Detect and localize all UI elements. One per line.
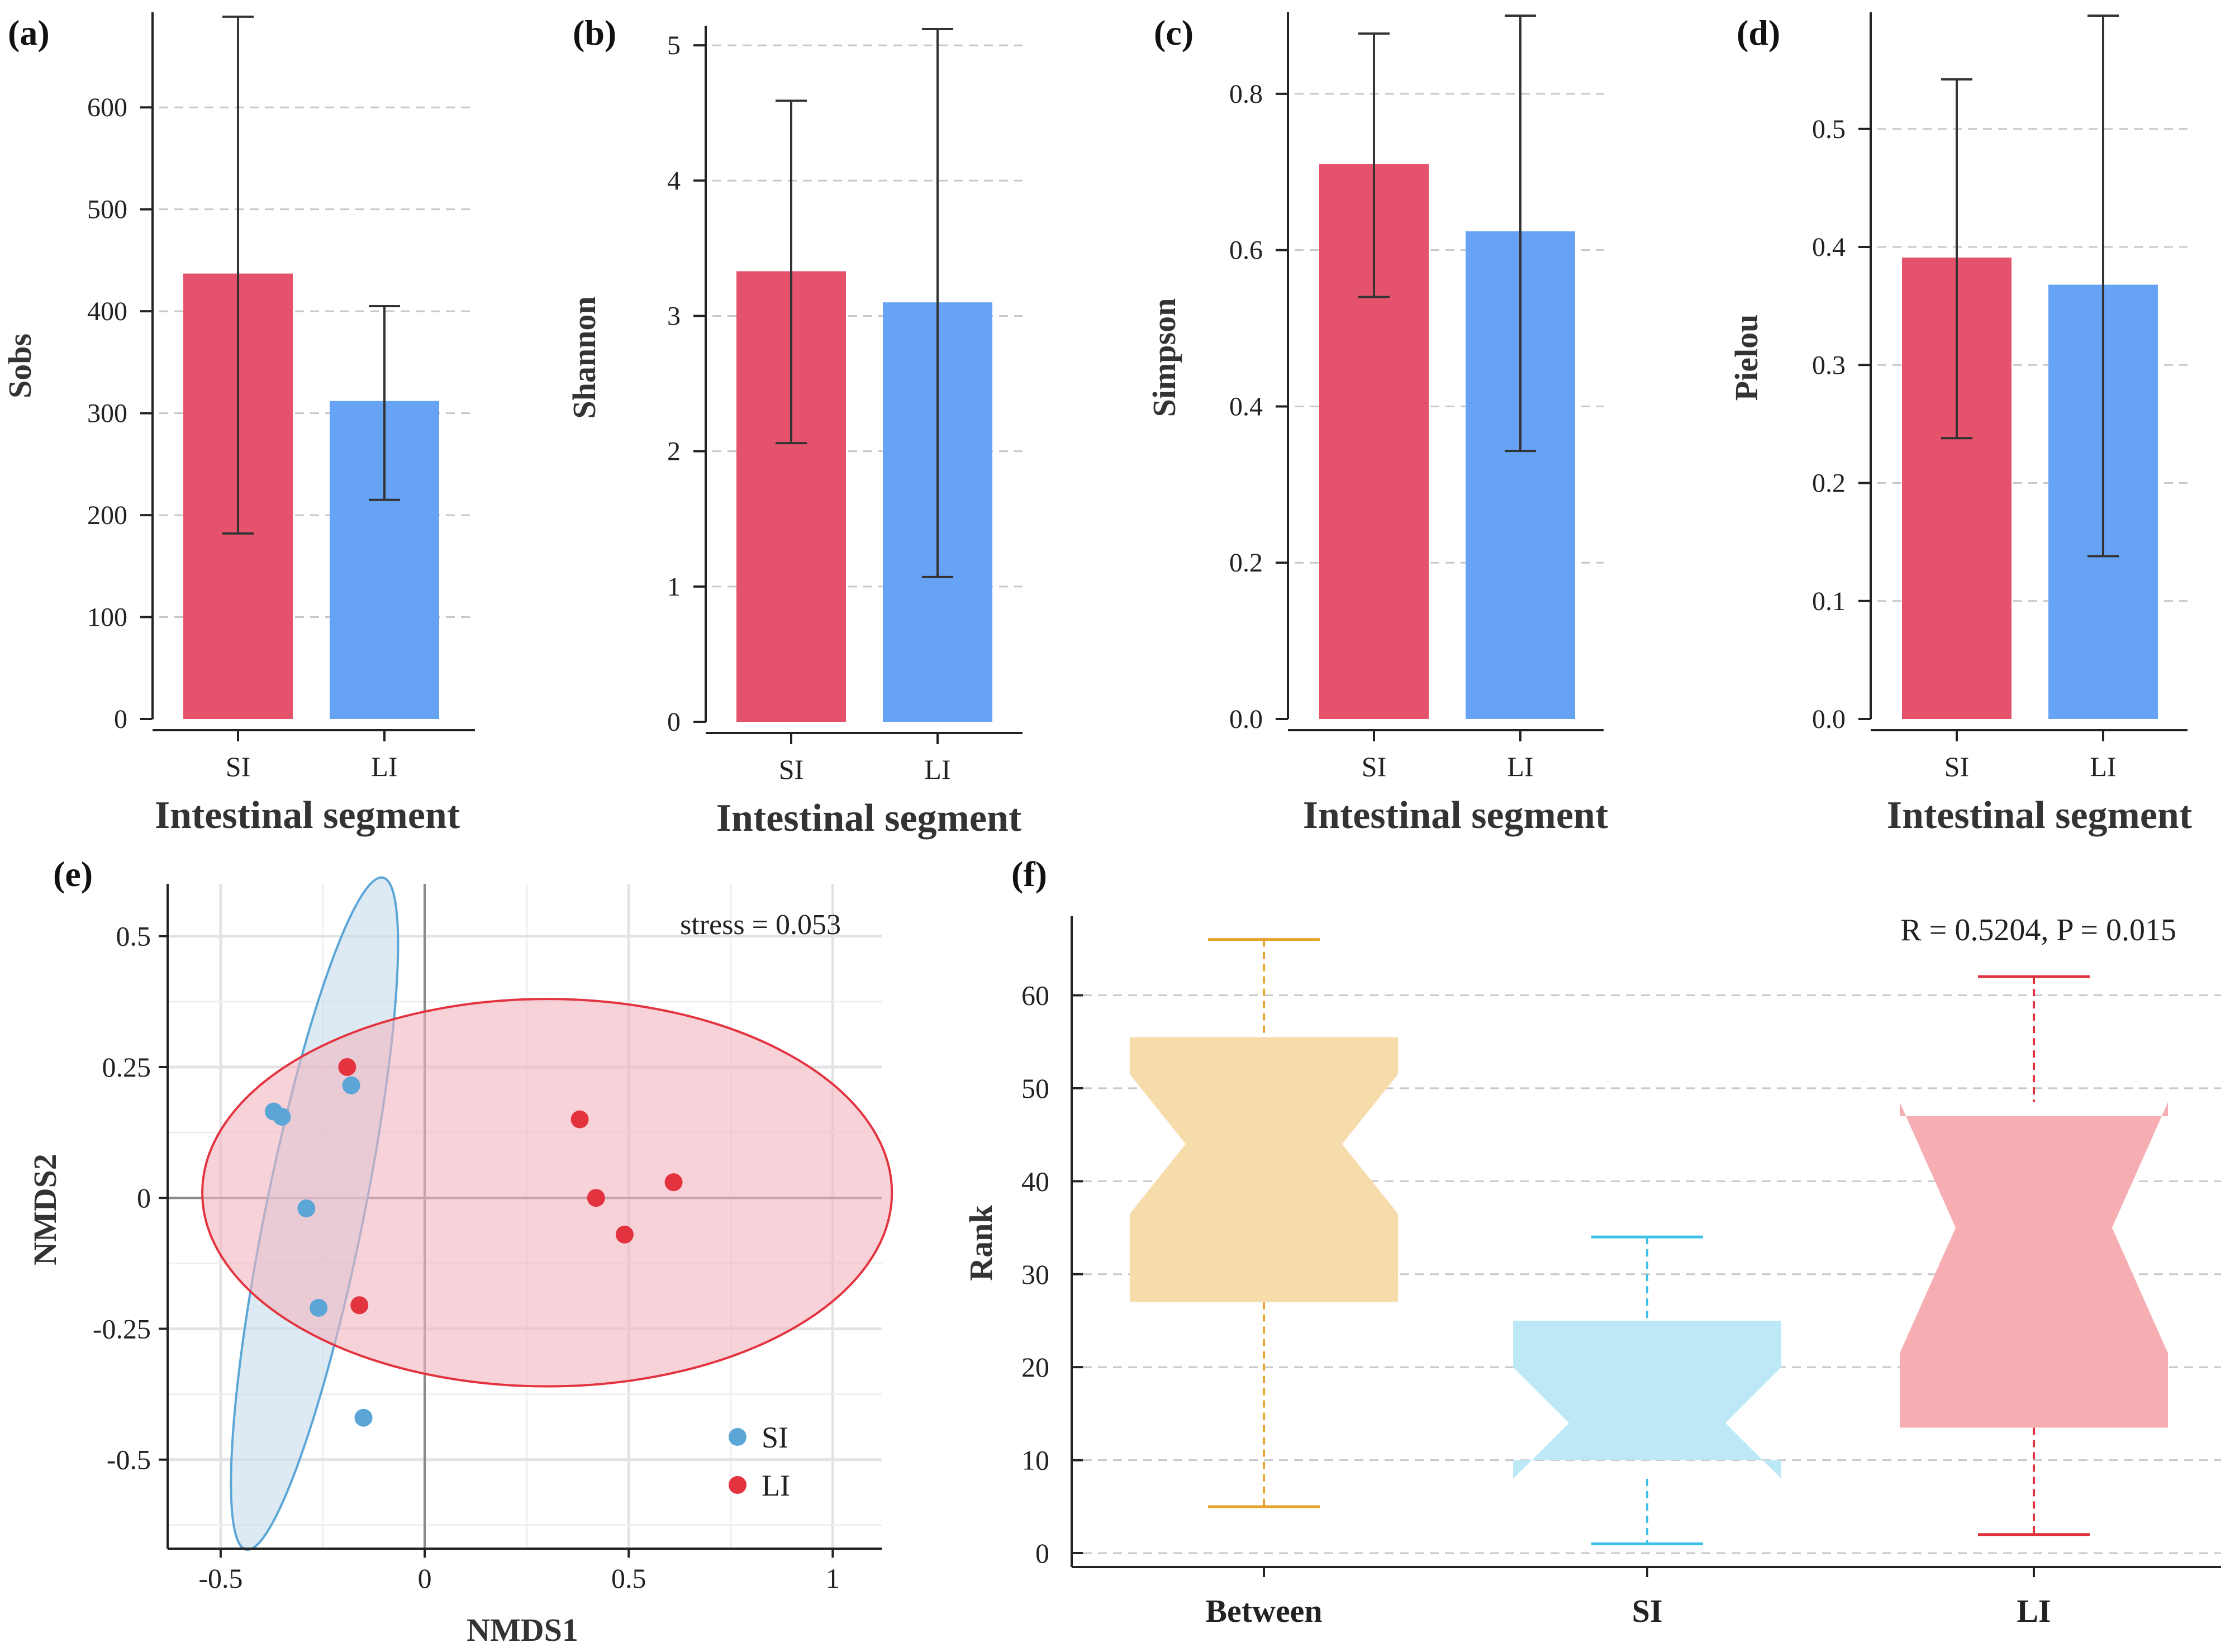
panel-a-sobs-chart: 0 100 200 300 400 500 600 SI LI Intestinal segmen… xyxy=(2,12,475,837)
y-tick-label-d-1: 0.1 xyxy=(1812,587,1846,616)
y-axis-title-d: Pielou xyxy=(1728,315,1765,401)
panel-e-nmds-chart: -0.5 0 0.5 1 -0.5 -0.25 0 0.25 0.5 NMDS1 NMDS2 stre… xyxy=(27,876,893,1648)
panel-f-anosim-chart: 0 10 20 30 40 50 60 Between SI LI Rank R = 0.5204, … xyxy=(963,913,2221,1629)
panel-label-a: (a) xyxy=(8,13,50,53)
x-tick-label-e-1: 0 xyxy=(418,1563,432,1594)
y-tick-label-e-2: 0 xyxy=(137,1182,151,1213)
point-SI-5 xyxy=(354,1408,373,1427)
x-tick-label-e-3: 1 xyxy=(826,1563,840,1594)
y-tick-label-b-5: 5 xyxy=(667,31,681,60)
y-tick-label-b-0: 0 xyxy=(667,707,681,737)
y-tick-label-f-5: 50 xyxy=(1021,1073,1049,1104)
x-tick-label-a-SI: SI xyxy=(226,751,250,782)
x-tick-label-f-SI: SI xyxy=(1632,1593,1663,1629)
y-tick-label-d-3: 0.3 xyxy=(1812,350,1846,380)
y-tick-label-e-0: -0.5 xyxy=(107,1444,151,1475)
panel-label-b: (b) xyxy=(573,13,616,53)
y-tick-label-a-0: 0 xyxy=(114,704,127,734)
y-tick-label-d-5: 0.5 xyxy=(1812,115,1846,144)
legend-marker-LI xyxy=(729,1476,746,1494)
x-tick-label-e-0: -0.5 xyxy=(198,1563,242,1594)
point-LI-5 xyxy=(350,1296,369,1315)
x-axis-title-e: NMDS1 xyxy=(467,1612,578,1648)
box-LI xyxy=(1900,1102,2168,1428)
y-tick-label-a-3: 300 xyxy=(87,399,127,429)
x-tick-label-e-2: 0.5 xyxy=(611,1563,646,1594)
y-tick-label-a-1: 100 xyxy=(87,603,127,632)
x-tick-label-b-LI: LI xyxy=(924,754,950,785)
point-SI-1 xyxy=(273,1107,291,1126)
point-LI-3 xyxy=(664,1173,683,1192)
x-tick-label-a-LI: LI xyxy=(371,751,397,782)
ellipse-LI xyxy=(201,998,893,1388)
point-LI-0 xyxy=(338,1058,356,1076)
x-tick-label-d-SI: SI xyxy=(1944,751,1969,782)
panel-b-shannon-chart: 0 1 2 3 4 5 SI LI Intestinal segment Shannon xyxy=(566,26,1023,840)
y-tick-label-d-0: 0.0 xyxy=(1812,704,1846,734)
x-tick-label-b-SI: SI xyxy=(779,754,803,785)
y-tick-label-f-0: 0 xyxy=(1035,1537,1049,1569)
x-tick-label-d-LI: LI xyxy=(2090,751,2116,782)
panel-label-d: (d) xyxy=(1737,13,1780,53)
box-SI xyxy=(1513,1320,1781,1479)
panel-d-pielou-chart: 0.0 0.1 0.2 0.3 0.4 0.5 SI LI Intestinal segment… xyxy=(1728,12,2192,837)
y-tick-label-f-6: 60 xyxy=(1021,979,1049,1011)
y-tick-label-b-4: 4 xyxy=(667,166,681,196)
panel-label-f: (f) xyxy=(1011,854,1047,894)
y-axis-title-e: NMDS2 xyxy=(27,1154,63,1265)
box-Between xyxy=(1130,1037,1398,1302)
y-tick-label-a-2: 200 xyxy=(87,501,127,530)
y-tick-label-d-4: 0.4 xyxy=(1812,232,1846,262)
x-tick-label-f-Between: Between xyxy=(1205,1593,1322,1629)
y-tick-label-f-3: 30 xyxy=(1021,1259,1049,1290)
point-LI-1 xyxy=(570,1110,589,1129)
y-tick-label-d-2: 0.2 xyxy=(1812,469,1846,498)
x-axis-title-b: Intestinal segment xyxy=(716,797,1021,840)
y-axis-title-c: Simpson xyxy=(1146,298,1182,417)
y-tick-label-c-2: 0.4 xyxy=(1229,392,1263,421)
anosim-annotation: R = 0.5204, P = 0.015 xyxy=(1900,913,2176,948)
y-axis-title-b: Shannon xyxy=(566,296,602,418)
y-tick-label-a-5: 500 xyxy=(87,195,127,225)
y-tick-label-c-3: 0.6 xyxy=(1229,236,1263,265)
x-tick-label-f-LI: LI xyxy=(2017,1593,2051,1629)
y-tick-label-a-4: 400 xyxy=(87,297,127,326)
y-tick-label-c-1: 0.2 xyxy=(1229,548,1263,578)
stress-annotation: stress = 0.053 xyxy=(680,909,841,941)
point-SI-4 xyxy=(310,1298,328,1317)
panel-label-c: (c) xyxy=(1154,13,1193,53)
x-axis-title-c: Intestinal segment xyxy=(1303,794,1608,837)
y-tick-label-b-2: 2 xyxy=(667,437,681,466)
y-tick-label-f-1: 10 xyxy=(1021,1445,1049,1476)
x-tick-label-c-LI: LI xyxy=(1507,751,1533,782)
y-tick-label-c-4: 0.8 xyxy=(1229,79,1263,109)
y-tick-label-b-3: 3 xyxy=(667,301,681,331)
panel-c-simpson-chart: 0.0 0.2 0.4 0.6 0.8 SI LI Intestinal segment Sim… xyxy=(1146,12,1608,837)
point-LI-4 xyxy=(615,1225,634,1244)
y-tick-label-b-1: 1 xyxy=(667,572,681,602)
x-tick-label-c-SI: SI xyxy=(1362,751,1386,782)
y-axis-title-f: Rank xyxy=(963,1205,999,1281)
y-tick-label-e-1: -0.25 xyxy=(93,1313,151,1344)
panel-label-e: (e) xyxy=(53,854,93,894)
y-tick-label-a-6: 600 xyxy=(87,93,127,122)
x-axis-title-d: Intestinal segment xyxy=(1887,794,2192,837)
y-tick-label-c-0: 0.0 xyxy=(1229,704,1263,734)
point-LI-2 xyxy=(587,1189,605,1207)
y-tick-label-e-4: 0.5 xyxy=(116,921,151,952)
legend-marker-SI xyxy=(729,1428,746,1446)
point-SI-3 xyxy=(297,1199,316,1217)
point-SI-2 xyxy=(342,1076,360,1094)
y-tick-label-e-3: 0.25 xyxy=(102,1051,151,1083)
legend-label-LI: LI xyxy=(762,1469,790,1502)
legend-label-SI: SI xyxy=(762,1421,788,1454)
y-tick-label-f-4: 40 xyxy=(1021,1165,1049,1197)
y-tick-label-f-2: 20 xyxy=(1021,1351,1049,1383)
x-axis-title-a: Intestinal segment xyxy=(155,794,460,837)
y-axis-title-a: Sobs xyxy=(2,334,38,398)
